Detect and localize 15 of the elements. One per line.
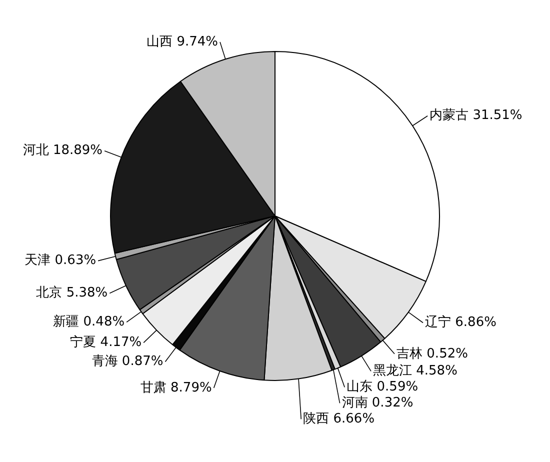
slice-label: 陕西 6.66%	[303, 412, 375, 427]
slice-label: 黑龙江 4.58%	[373, 364, 458, 379]
slice-label: 河南 0.32%	[342, 396, 414, 411]
slice-label: 北京 5.38%	[36, 286, 108, 301]
slice-label: 山东 0.59%	[346, 380, 418, 395]
slice-label: 新疆 0.48%	[53, 314, 125, 330]
slice-label: 甘肃 8.79%	[140, 380, 212, 396]
slice-label: 吉林 0.52%	[396, 346, 468, 362]
slice-label: 山西 9.74%	[146, 34, 218, 50]
slice-label: 河北 18.89%	[22, 143, 103, 158]
slice-label: 内蒙古 31.51%	[430, 108, 522, 124]
slice-label: 辽宁 6.86%	[425, 314, 496, 330]
slice-label: 青海 0.87%	[92, 354, 164, 370]
slice-label: 天津 0.63%	[24, 253, 96, 268]
slice-label: 宁夏 4.17%	[70, 334, 142, 350]
